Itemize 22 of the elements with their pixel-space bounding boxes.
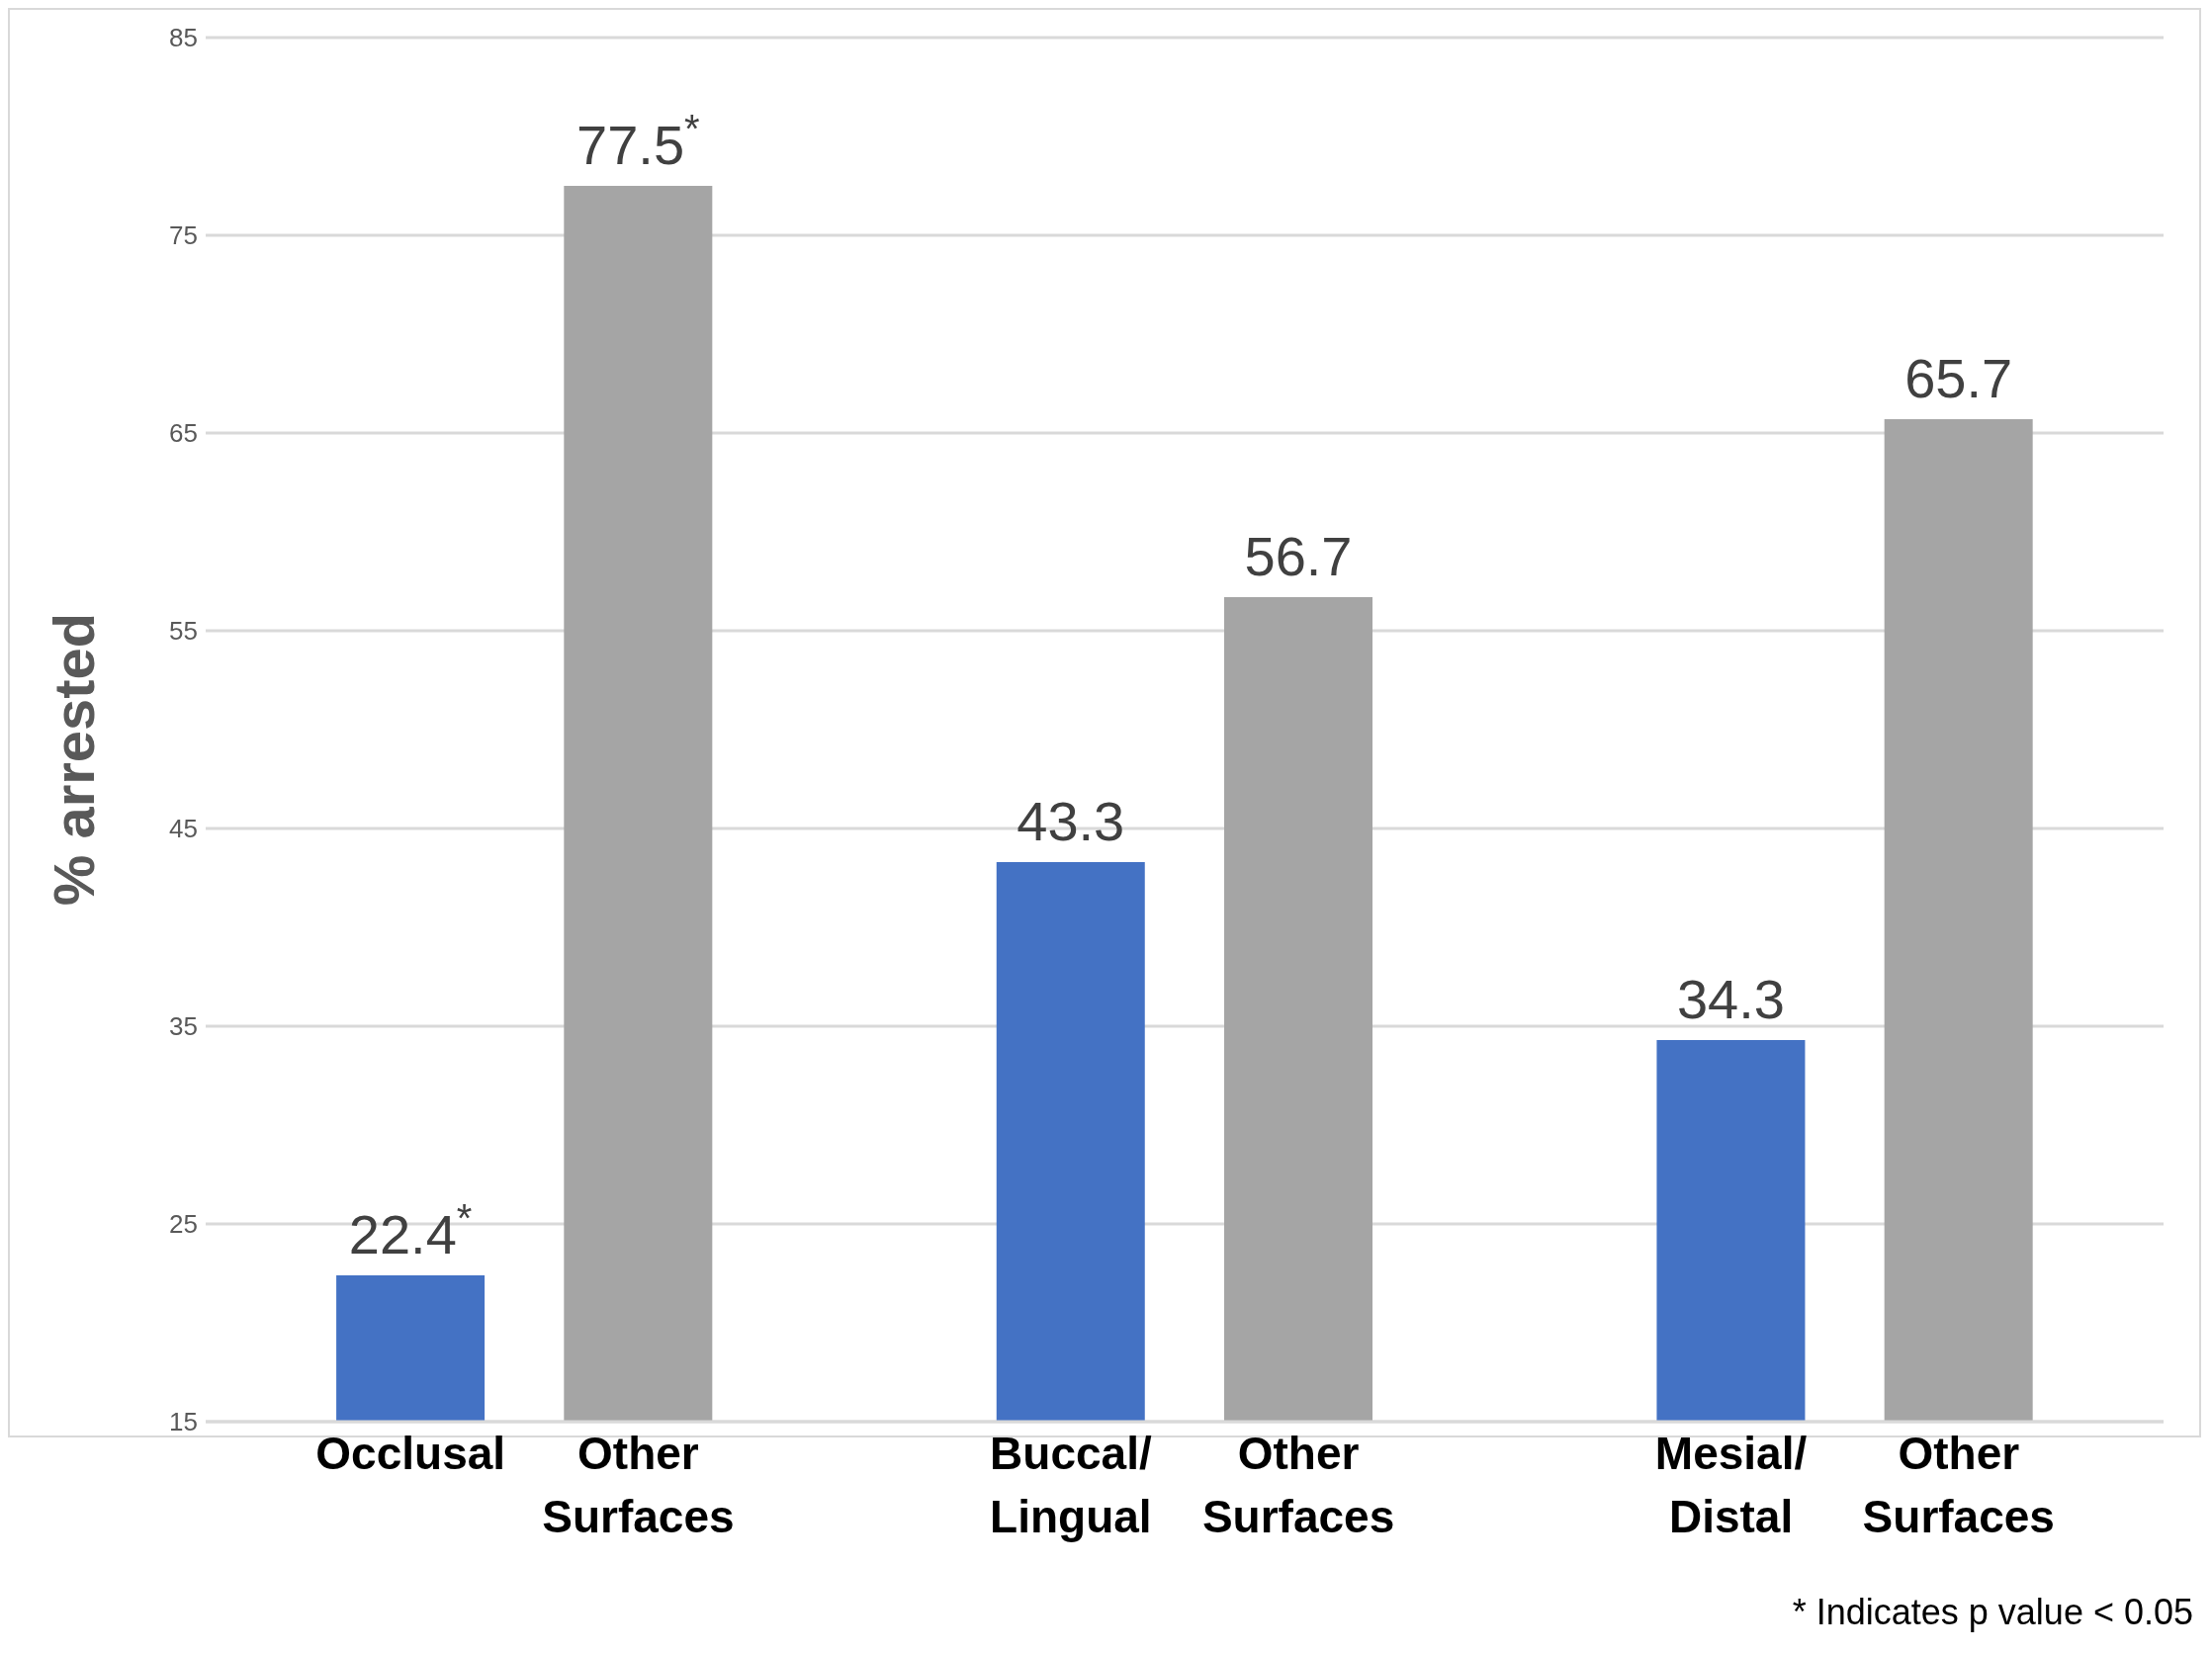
data-label: 56.7	[1244, 525, 1353, 587]
y-tick-label: 75	[169, 220, 198, 251]
data-label: 22.4$^{*}$	[348, 1196, 473, 1265]
text: * Indicates p value < 0.05	[1792, 1592, 2193, 1633]
x-tick-label: Other Surfaces	[1862, 1428, 2055, 1542]
data-label: 43.3	[1017, 790, 1125, 852]
y-tick-label: 35	[169, 1011, 198, 1042]
y-tick-label: 65	[169, 418, 198, 449]
y-axis-title: % arrested	[40, 612, 107, 907]
x-tick-label: Occlusal	[315, 1428, 506, 1479]
data-label: 65.7	[1904, 347, 2013, 409]
y-tick-label: 85	[169, 23, 198, 53]
x-tick-label: Other Surfaces	[542, 1428, 735, 1542]
y-tick-label: 15	[169, 1407, 198, 1437]
data-label: 34.3	[1676, 968, 1785, 1030]
x-tick-label: Buccal/ Lingual	[990, 1428, 1152, 1542]
y-tick-label: 55	[169, 616, 198, 647]
y-tick-label: 45	[169, 814, 198, 844]
y-tick-label: 25	[169, 1209, 198, 1240]
data-label: 77.5$^{*}$	[576, 107, 700, 176]
x-tick-label: Mesial/ Distal	[1654, 1428, 1808, 1542]
x-tick-label: Other Surfaces	[1201, 1428, 1395, 1542]
